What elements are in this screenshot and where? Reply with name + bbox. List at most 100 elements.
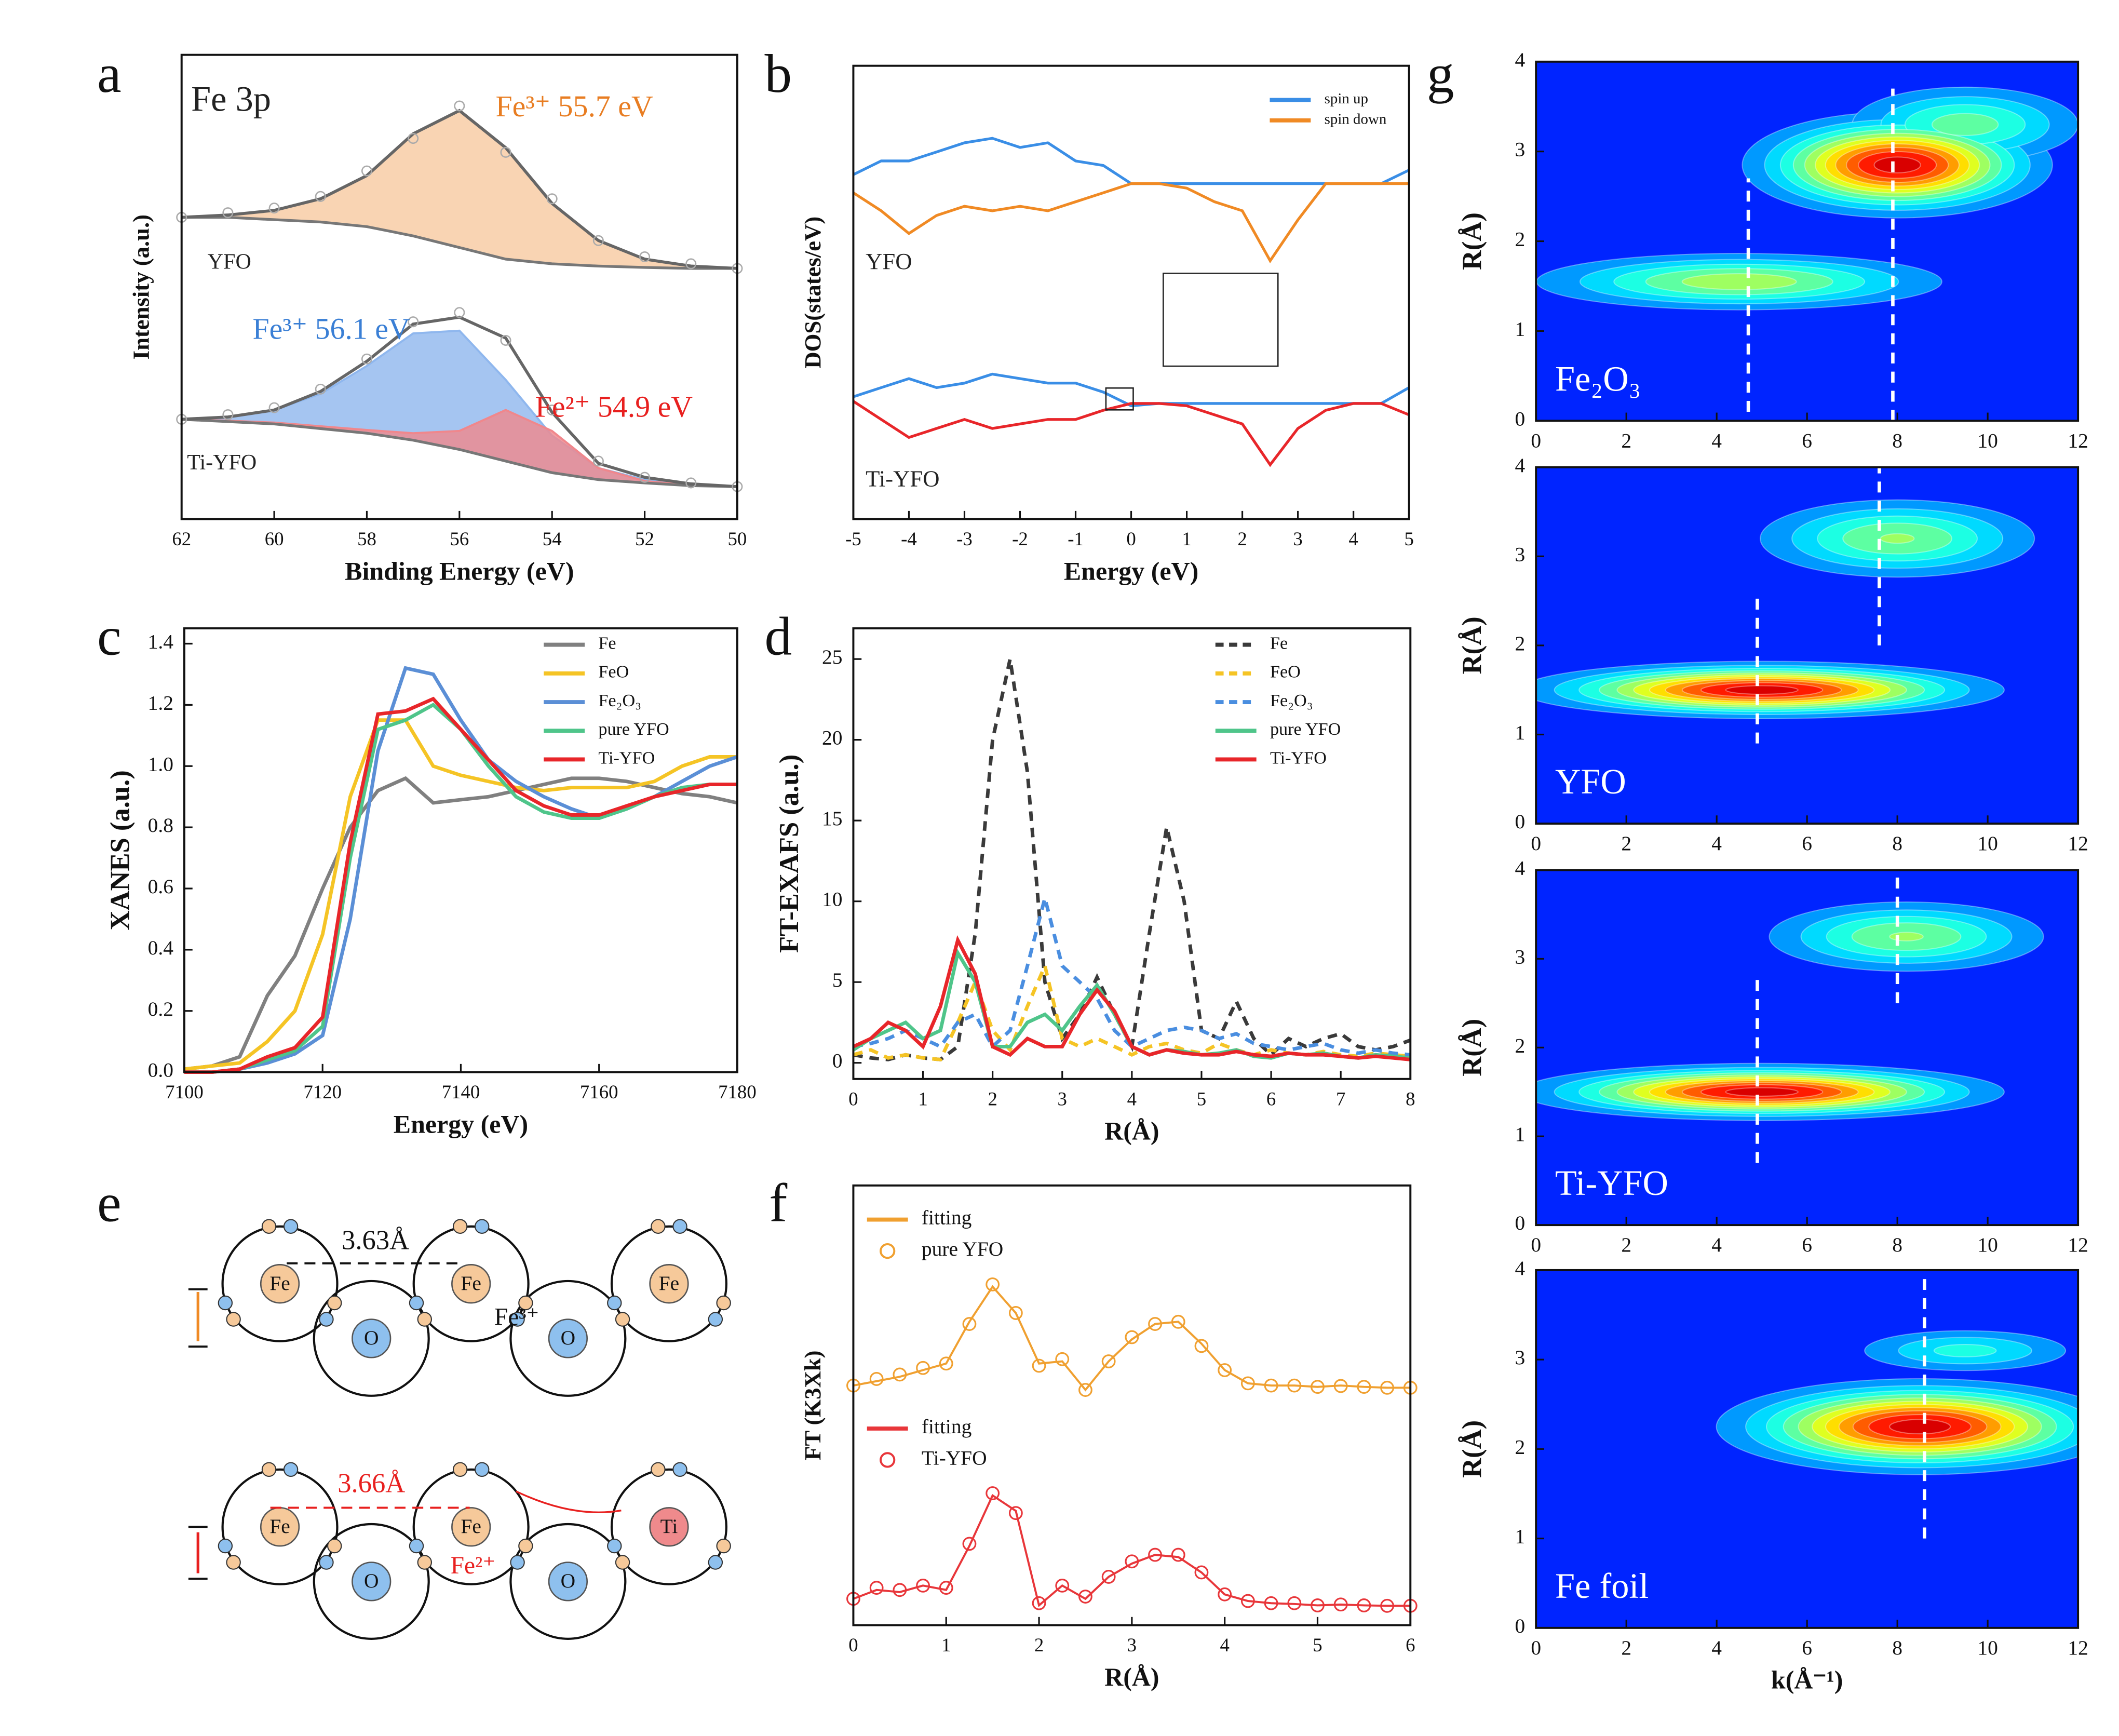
x-tick-label: 62 <box>172 528 191 549</box>
electron <box>615 1312 630 1327</box>
legend-label: Fe₂O₃ <box>1270 691 1313 710</box>
x-tick-label: 5 <box>1313 1634 1322 1656</box>
annotation: Fe³⁺ 56.1 eV <box>252 312 410 346</box>
data-point <box>1380 1598 1394 1613</box>
y-tick-label: 0.2 <box>148 998 173 1020</box>
series-line <box>184 776 738 1071</box>
data-point <box>1008 1506 1023 1520</box>
data-point <box>408 316 419 328</box>
y-axis-label: R(Å) <box>1457 1019 1487 1076</box>
x-tick-label: 2 <box>1034 1634 1044 1656</box>
data-point <box>1357 1598 1371 1612</box>
annotation: Ti-YFO <box>187 451 257 475</box>
dos-line <box>853 137 1410 185</box>
data-point <box>1101 1570 1116 1584</box>
contour-level <box>1889 932 1924 941</box>
electron <box>518 1538 533 1554</box>
data-point <box>639 472 651 483</box>
x-tick-label: 56 <box>450 528 469 549</box>
x-tick-label: 7180 <box>718 1081 757 1102</box>
x-tick-label: 50 <box>728 528 747 549</box>
data-point <box>1055 1578 1070 1593</box>
electron <box>226 1555 241 1570</box>
panel-sample-label: YFO <box>1555 762 1626 801</box>
contour-level <box>1873 156 1921 173</box>
data-point <box>1240 1376 1255 1391</box>
zoom-box <box>1105 387 1134 411</box>
y-axis-label: R(Å) <box>1457 212 1487 270</box>
data-point <box>1101 1354 1116 1368</box>
x-tick-label: 2 <box>1621 1233 1631 1256</box>
y-tick-label: 5 <box>832 968 843 991</box>
x-tick-label: 1 <box>941 1634 951 1656</box>
x-tick-label: 2 <box>1621 429 1631 452</box>
electron <box>651 1219 666 1234</box>
annotation: Fe²⁺ 54.9 eV <box>535 390 693 424</box>
y-tick-label: 1 <box>1515 1123 1525 1146</box>
data-point <box>962 1537 977 1551</box>
y-axis-label: FT (K3Xk) <box>800 1350 826 1460</box>
x-tick-label: 1 <box>918 1088 927 1109</box>
x-tick-label: 8 <box>1892 429 1902 452</box>
legend-label: FeO <box>1270 663 1301 682</box>
atom-label: Ti <box>660 1515 678 1538</box>
atom-label: O <box>561 1326 575 1349</box>
atom-core <box>649 1507 689 1547</box>
electron <box>475 1462 490 1477</box>
atom-core <box>451 1264 491 1304</box>
annotation: YFO <box>208 250 251 274</box>
annotation: Fe³⁺ 55.7 eV <box>496 89 653 123</box>
contour-level <box>1725 1087 1799 1097</box>
peak-component <box>181 109 738 270</box>
electron <box>261 1219 277 1234</box>
data-point <box>1148 1317 1162 1331</box>
y-tick-label: 15 <box>822 807 842 830</box>
x-tick-label: 12 <box>2068 1233 2088 1256</box>
data-point <box>1032 1358 1046 1373</box>
y-tick-label: 0 <box>1515 810 1525 833</box>
series-line <box>853 935 1411 1061</box>
contour-level <box>1681 273 1797 290</box>
data-point <box>1287 1378 1302 1393</box>
data-point <box>1218 1363 1232 1377</box>
y-tick-label: 2 <box>1515 1034 1525 1057</box>
x-tick-label: 6 <box>1802 429 1812 452</box>
panel-label: f <box>769 1173 788 1233</box>
x-tick-label: 58 <box>357 528 376 549</box>
y-axis-label: DOS(states/eV) <box>800 217 826 369</box>
x-tick-label: 0 <box>1531 429 1541 452</box>
electron <box>452 1219 468 1234</box>
y-tick-label: 2 <box>1515 1435 1525 1458</box>
background-line <box>181 418 737 488</box>
contour-level <box>1880 533 1915 544</box>
x-tick-label: 0 <box>1126 528 1136 549</box>
data-point <box>500 334 511 346</box>
x-tick-label: 2 <box>988 1088 997 1109</box>
data-point <box>1357 1380 1371 1394</box>
electron <box>417 1312 432 1327</box>
x-tick-label: 2 <box>1621 1636 1631 1659</box>
contour-level <box>1933 1343 1997 1357</box>
annotation: YFO <box>866 248 912 274</box>
data-point <box>962 1317 977 1331</box>
x-axis-label: Energy (eV) <box>1064 556 1198 585</box>
x-tick-label: 4 <box>1711 832 1722 855</box>
x-axis-label: k(Å⁻¹) <box>1771 1665 1843 1694</box>
data-point <box>546 405 558 416</box>
x-axis-label: R(Å) <box>1104 1116 1159 1145</box>
x-tick-label: 0 <box>1531 832 1541 855</box>
contour-level <box>1889 1419 1951 1435</box>
atom-label: O <box>561 1569 575 1592</box>
dos-line <box>853 182 1409 264</box>
x-tick-label: 3 <box>1058 1088 1067 1109</box>
x-axis-label: Binding Energy (eV) <box>345 556 574 585</box>
electron <box>417 1555 432 1570</box>
orbit <box>412 1468 530 1585</box>
data-point <box>1287 1596 1302 1610</box>
orbit <box>221 1468 339 1585</box>
electron <box>327 1295 342 1311</box>
electron <box>409 1295 424 1311</box>
x-tick-label: 4 <box>1220 1634 1229 1656</box>
data-point <box>1311 1380 1325 1394</box>
data-point <box>1125 1554 1139 1569</box>
